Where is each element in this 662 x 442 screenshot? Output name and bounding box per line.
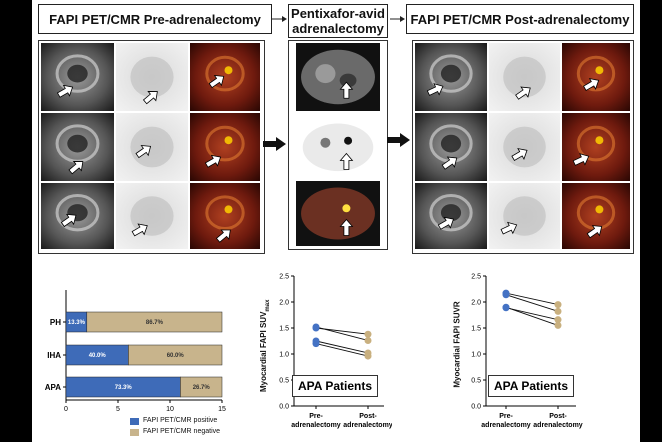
scatter-pair-line <box>505 306 559 326</box>
bar-x-tick-label: 10 <box>166 406 174 413</box>
header-pre: FAPI PET/CMR Pre-adrenalectomy <box>38 4 272 34</box>
post-image-tile <box>562 113 630 181</box>
post-image-tile <box>562 183 630 249</box>
scatter-y-tick-label: 0.5 <box>471 378 481 385</box>
bar-x-tick-label: 5 <box>116 406 120 413</box>
pre-image-tile <box>41 183 114 249</box>
scatter1-title-box: APA Patients <box>292 375 378 397</box>
post-image-tile <box>415 183 487 249</box>
header-arrow-right-icon <box>272 16 287 22</box>
bar-value-label: 26.7% <box>193 385 211 391</box>
bar-category-label: IHA <box>47 351 61 360</box>
bar-category-label: PH <box>50 318 61 327</box>
scatter2-title-box: APA Patients <box>488 375 574 397</box>
legend-negative-swatch <box>130 429 139 436</box>
bar-x-tick-label: 0 <box>64 406 68 413</box>
scatter-point-pre <box>312 340 320 348</box>
big-arrow-right-icon <box>387 133 410 147</box>
scatter-point-pre <box>502 303 510 311</box>
post-image-tile <box>562 43 630 111</box>
post-image-tile <box>489 113 560 181</box>
bar-value-label: 86.7% <box>146 320 164 326</box>
bar-negative <box>180 376 223 398</box>
scatter-point-post <box>364 330 372 338</box>
scatter-y-tick-label: 1.5 <box>471 326 481 333</box>
scatter-pair-line <box>505 292 559 306</box>
legend-negative-label: FAPI PET/CMR negative <box>143 428 221 435</box>
mid-image-tile <box>296 113 380 179</box>
pre-image-tile <box>116 183 188 249</box>
scatter-x-category-label: Post- <box>359 413 377 420</box>
scatter-x-category-label: adrenalectomy <box>343 422 392 429</box>
scatter-y-tick-label: 1.0 <box>471 352 481 359</box>
scatter-x-category-label: Post- <box>549 413 567 420</box>
scatter-point-post <box>554 321 562 329</box>
scatter1-svg: 0.0 0.5 1.0 1.5 2.0 2.5 Pre-adrenalectomy Post-… <box>279 274 392 430</box>
scatter-y-tick-label: 2.0 <box>279 300 289 307</box>
bar-negative <box>128 344 223 366</box>
scatter-y-tick-label: 1.0 <box>279 352 289 359</box>
scatter-y-tick-label: 0.5 <box>279 378 289 385</box>
scatter-x-category-label: Pre- <box>499 413 513 420</box>
header-post: FAPI PET/CMR Post-adrenalectomy <box>406 4 634 34</box>
pre-image-tile <box>190 43 260 111</box>
bar-value-label: 60.0% <box>167 353 185 359</box>
bar-negative <box>86 311 223 333</box>
scatter-x-category-label: adrenalectomy <box>291 422 341 429</box>
bar-value-label: 13.3% <box>68 320 86 326</box>
mid-image-tile <box>296 181 380 246</box>
bar-x-tick-label: 15 <box>218 406 226 413</box>
post-image-tile <box>489 183 560 249</box>
scatter2-ylabel: Myocardial FAPI SUVR <box>452 301 462 388</box>
post-image-tile <box>489 43 560 111</box>
scatter-point-post <box>554 301 562 309</box>
legend-positive-swatch <box>130 418 139 425</box>
scatter-point-pre <box>312 323 320 331</box>
scatter-y-tick-label: 2.0 <box>471 300 481 307</box>
scatter-y-tick-label: 0.0 <box>279 404 289 411</box>
scatter2-svg: 0.0 0.5 1.0 1.5 2.0 2.5 Pre-adrenalectomy Post-… <box>471 274 583 430</box>
post-image-tile <box>415 113 487 181</box>
scatter-x-category-label: adrenalectomy <box>481 422 531 429</box>
header-arrow-right-icon <box>390 16 405 22</box>
mid-image-tile <box>296 43 380 111</box>
scatter-y-tick-label: 0.0 <box>471 404 481 411</box>
bar-category-label: APA <box>45 383 62 392</box>
pre-image-tile <box>41 43 114 111</box>
bar-value-label: 40.0% <box>89 353 107 359</box>
bar-value-label: 73.3% <box>115 385 133 391</box>
scatter-pair-line <box>315 343 369 357</box>
scatter-pair-line <box>315 326 369 341</box>
scatter-y-tick-label: 2.5 <box>279 274 289 281</box>
scatter-x-category-label: adrenalectomy <box>533 422 583 429</box>
scatter-x-category-label: Pre- <box>309 413 323 420</box>
header-mid: Pentixafor-avid adrenalectomy <box>288 4 388 38</box>
figure-panel: FAPI PET/CMR Pre-adrenalectomy Pentixafo… <box>32 0 640 442</box>
post-image-tile <box>415 43 487 111</box>
legend-positive-label: FAPI PET/CMR positive <box>143 417 218 424</box>
pre-image-tile <box>41 113 114 181</box>
pre-image-tile <box>190 113 260 181</box>
big-arrow-right-icon <box>263 137 286 151</box>
scatter1-ylabel: Myocardial FAPI SUVmax <box>259 299 271 393</box>
scatter-point-post <box>364 352 372 360</box>
scatter-pair-line <box>505 294 559 312</box>
scatter-pair-line <box>315 340 369 354</box>
pre-image-tile <box>116 113 188 181</box>
bar-chart-svg: 0 5 10 15 PH 13.3% 86.7% IHA 40.0% 60.0% APA 73.3% 2… <box>45 290 226 413</box>
scatter-point-post <box>364 336 372 344</box>
scatter-pair-line <box>505 307 559 321</box>
scatter-point-pre <box>502 291 510 299</box>
pre-image-tile <box>190 183 260 249</box>
scatter-y-tick-label: 2.5 <box>471 274 481 281</box>
scatter-point-post <box>554 316 562 324</box>
pre-image-tile <box>116 43 188 111</box>
scatter-y-tick-label: 1.5 <box>279 326 289 333</box>
scatter-point-post <box>554 307 562 315</box>
